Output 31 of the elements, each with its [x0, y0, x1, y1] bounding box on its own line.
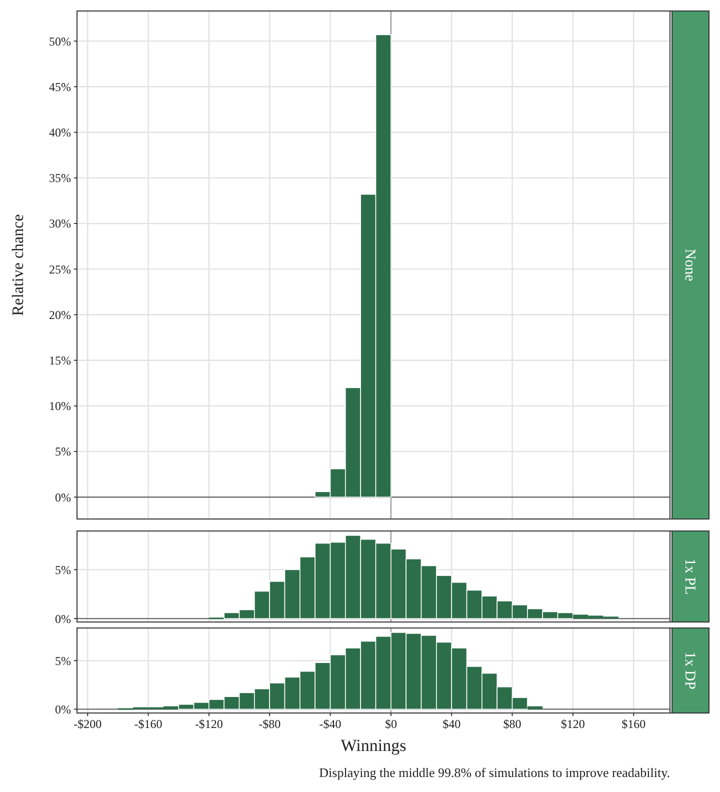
y-tick-label: 0% — [55, 702, 71, 716]
x-tick-label: $160 — [622, 717, 646, 731]
y-tick-label: 15% — [49, 354, 71, 368]
y-tick-label: 30% — [49, 216, 71, 231]
y-tick-label: 35% — [49, 171, 71, 186]
y2-axis-title: 1x PL — [681, 558, 698, 595]
y-tick-label: 5% — [55, 654, 71, 668]
y-tick-label: 50% — [49, 34, 71, 48]
x-tick-label: -$80 — [258, 717, 281, 731]
text: Displaying the middle 99.8% of simulations to improve readability. — [319, 765, 670, 780]
y2-axis-title: 1x DP — [681, 652, 698, 690]
y-tick-label: 0% — [55, 490, 71, 504]
y-tick-label: 40% — [49, 126, 71, 140]
y-axis-title: Relative chance — [10, 214, 27, 316]
y-tick-label: 45% — [49, 80, 71, 94]
x-tick-label: $40 — [442, 717, 461, 731]
y-tick-label: 10% — [49, 399, 71, 414]
x-tick-label: -$40 — [319, 717, 342, 731]
x-tick-label: $120 — [560, 717, 585, 731]
y-tick-label: 5% — [55, 444, 71, 459]
x-axis-title: Winnings — [340, 736, 406, 755]
x-tick-label: -$160 — [134, 717, 162, 731]
y-tick-label: 0% — [55, 612, 71, 626]
x-tick-label: -$200 — [74, 717, 102, 731]
x-tick-label: $80 — [503, 717, 522, 731]
y2-axis-title: None — [681, 248, 698, 282]
y-tick-label: 25% — [49, 262, 71, 276]
x-tick-label: $0 — [384, 717, 397, 731]
y-tick-label: 5% — [55, 562, 71, 577]
x-tick-label: -$120 — [194, 717, 223, 731]
y-tick-label: 20% — [49, 308, 71, 322]
